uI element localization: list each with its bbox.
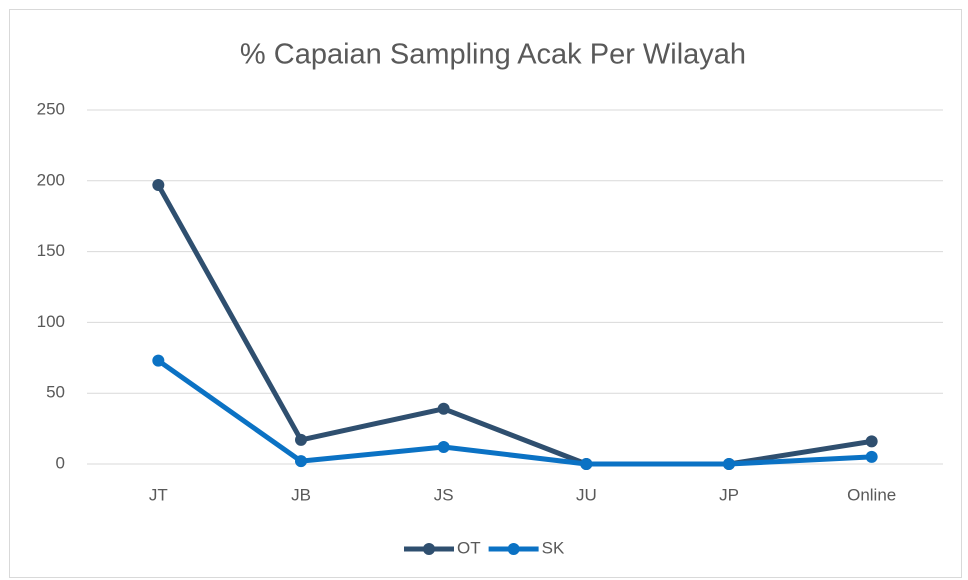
point bbox=[723, 458, 735, 470]
series-line bbox=[156, 183, 873, 467]
legend-marker bbox=[423, 543, 435, 555]
legend-label: OT bbox=[457, 538, 481, 557]
legend-label: SK bbox=[542, 538, 565, 557]
point bbox=[437, 441, 450, 454]
y-tick-label: 250 bbox=[37, 99, 65, 118]
point bbox=[580, 458, 593, 470]
y-tick-label: 200 bbox=[37, 170, 65, 189]
series-line bbox=[156, 358, 872, 467]
chart-title: % Capaian Sampling Acak Per Wilayah bbox=[240, 39, 746, 71]
x-tick-label: JP bbox=[719, 485, 739, 504]
point bbox=[865, 435, 878, 448]
point bbox=[437, 402, 450, 415]
x-tick-label: JT bbox=[149, 485, 168, 504]
point bbox=[295, 433, 307, 446]
legend-marker bbox=[507, 543, 520, 555]
x-tick-label: JB bbox=[291, 485, 311, 504]
chart-frame bbox=[9, 9, 962, 578]
point bbox=[295, 455, 307, 468]
point bbox=[865, 450, 878, 463]
y-tick-label: 100 bbox=[37, 312, 65, 331]
y-tick-label: 0 bbox=[56, 453, 65, 472]
point bbox=[152, 354, 165, 367]
x-tick-label: JU bbox=[576, 485, 597, 504]
x-tick-label: Online bbox=[847, 485, 896, 504]
point bbox=[152, 179, 165, 192]
y-tick-label: 50 bbox=[46, 383, 65, 402]
y-tick-label: 150 bbox=[37, 241, 65, 260]
x-tick-label: JS bbox=[434, 485, 454, 504]
